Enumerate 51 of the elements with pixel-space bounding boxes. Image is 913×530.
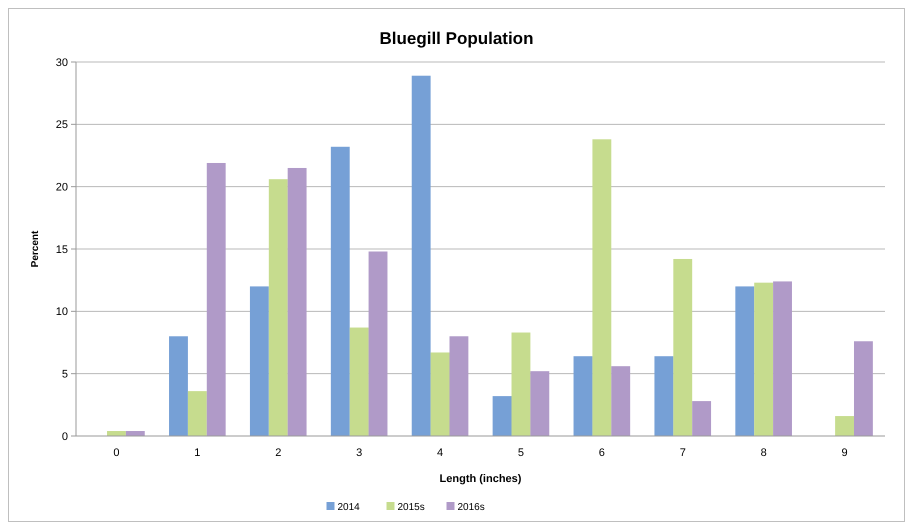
chart-title: Bluegill Population: [380, 29, 534, 48]
legend-label: 2014: [338, 502, 360, 513]
bar: [250, 286, 269, 436]
bar: [126, 431, 145, 436]
bar: [188, 391, 207, 436]
bar: [268, 179, 288, 436]
y-tick-label: 5: [62, 368, 68, 381]
bar: [330, 146, 350, 436]
y-tick-label: 0: [62, 430, 68, 443]
bar: [512, 332, 530, 436]
legend-label: 2015s: [398, 502, 425, 513]
x-tick-label: 6: [598, 447, 605, 459]
bar: [754, 282, 774, 436]
bar: [673, 258, 692, 436]
bar: [449, 336, 468, 436]
bar: [492, 396, 512, 436]
x-tick-label: 8: [760, 447, 767, 459]
bar: [288, 168, 307, 436]
x-tick-label: 7: [680, 447, 686, 459]
x-tick-label: 4: [436, 447, 444, 459]
bar: [412, 76, 431, 436]
bar: [530, 371, 550, 436]
x-tick-label: 1: [194, 447, 200, 459]
y-tick-label: 15: [56, 244, 68, 256]
bar: [169, 336, 188, 436]
x-axis-title: Length (inches): [440, 473, 522, 485]
y-tick-label: 25: [56, 119, 68, 132]
y-tick-label: 20: [56, 182, 68, 194]
bar: [592, 139, 612, 436]
bar: [368, 251, 388, 436]
bar: [107, 431, 126, 436]
x-tick-label: 5: [518, 447, 524, 459]
x-tick-label: 9: [841, 447, 848, 459]
x-tick-label: 0: [113, 447, 120, 459]
x-tick-label: 2: [275, 447, 282, 459]
bar: [835, 416, 854, 436]
bar: [692, 401, 712, 436]
y-tick-label: 10: [56, 306, 68, 318]
y-tick-label: 30: [56, 56, 68, 69]
bar: [206, 162, 226, 436]
y-axis-title: Percent: [30, 230, 41, 268]
x-tick-label: 3: [356, 447, 362, 459]
bar: [350, 328, 369, 436]
bar: [611, 366, 630, 436]
bar: [854, 341, 873, 436]
bar: [735, 286, 754, 436]
legend-label: 2016s: [458, 502, 485, 513]
bar: [773, 281, 792, 436]
bar: [654, 356, 674, 436]
bar: [574, 356, 592, 436]
bar: [430, 352, 450, 436]
